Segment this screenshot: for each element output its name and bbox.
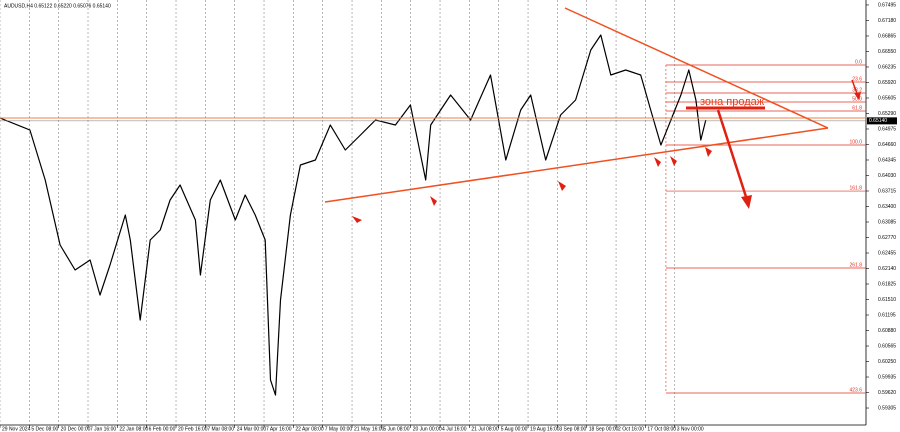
x-tick-label: 5 Jun 08:00 <box>383 426 409 432</box>
trend-line <box>564 7 829 129</box>
fib-label: 423.6 <box>849 387 862 393</box>
x-tick-label: 21 Jul 08:00 <box>471 426 498 432</box>
fib-label: 161.8 <box>849 185 862 191</box>
y-tick-label: 0.64030 <box>878 173 896 179</box>
y-tick-label: 0.67180 <box>878 18 896 24</box>
x-tick-label: 20 Jun 00:00 <box>413 426 442 432</box>
x-tick-label: 21 May 16:00 <box>354 426 385 432</box>
marker <box>705 147 712 157</box>
last-price-box <box>867 117 897 125</box>
x-tick-label: 17 Oct 08:00 <box>647 426 676 432</box>
y-tick-label: 0.61510 <box>878 297 896 303</box>
x-tick-label: 5 Aug 00:00 <box>501 426 528 432</box>
x-tick-label: 7 Apr 16:00 <box>266 426 292 432</box>
x-tick-label: 20 Dec 00:00 <box>61 426 91 432</box>
y-tick-label: 0.60565 <box>878 343 896 349</box>
x-tick-label: 18 Sep 00:00 <box>589 426 619 432</box>
y-tick-label: 0.60880 <box>878 328 896 334</box>
header: AUDUSD,H4 0.65122 0.65220 0.65076 0.6514… <box>4 3 111 9</box>
y-tick-label: 0.66865 <box>878 33 896 39</box>
marker <box>558 181 566 191</box>
marker <box>670 156 677 166</box>
y-tick-label: 0.66235 <box>878 64 896 70</box>
y-tick-label: 0.63400 <box>878 204 896 210</box>
annotations <box>0 7 866 209</box>
arrow-head <box>741 195 752 209</box>
grid <box>0 0 676 425</box>
x-tick-label: 22 Apr 08:00 <box>295 426 324 432</box>
x-tick-label: 22 Jan 08:00 <box>119 426 148 432</box>
x-tick-label: 3 Sep 08:00 <box>559 426 586 432</box>
x-tick-label: 20 Feb 16:00 <box>178 426 208 432</box>
x-tick-label: 3 Nov 00:00 <box>677 426 704 432</box>
y-tick-label: 0.63085 <box>878 219 896 225</box>
marker <box>654 157 661 167</box>
y-tick-label: 0.62455 <box>878 250 896 256</box>
marker <box>430 196 437 206</box>
y-tick-label: 0.59935 <box>878 374 896 380</box>
y-tick-label: 0.65290 <box>878 111 896 117</box>
y-tick-label: 0.59620 <box>878 390 896 396</box>
y-tick-label: 0.63715 <box>878 188 896 194</box>
fibonacci: 0.0 23.6 38.2 50.0 61.8 100.0 161.8 261.8 423.6 <box>665 59 866 394</box>
x-tick-label: 24 Mar 00:00 <box>237 426 267 432</box>
y-tick-label: 0.62140 <box>878 266 896 272</box>
x-tick-label: 7 Mar 08:00 <box>207 426 234 432</box>
zone-label: зона продаж <box>700 96 765 108</box>
arrow <box>716 109 750 204</box>
y-tick-label: 0.65605 <box>878 95 896 101</box>
y-tick-label: 0.59305 <box>878 405 896 411</box>
x-tick-label: 19 Aug 16:00 <box>530 426 560 432</box>
fib-label: 261.8 <box>849 262 862 268</box>
y-tick-label: 0.65920 <box>878 80 896 86</box>
x-tick-label: 29 Nov 2024 <box>2 426 31 432</box>
x-tick-label: 2 Oct 16:00 <box>618 426 644 432</box>
fib-label: 23.6 <box>852 76 862 82</box>
plot <box>0 34 707 396</box>
trend-line <box>324 127 829 203</box>
y-tick-label: 0.67495 <box>878 2 896 8</box>
fib-label: 38.2 <box>852 87 862 93</box>
x-tick-label: 4 Jul 16:00 <box>442 426 467 432</box>
x-tick-label: 6 Feb 00:00 <box>149 426 176 432</box>
fib-label: 50.0 <box>852 96 862 102</box>
fib-label: 0.0 <box>855 59 862 65</box>
marker <box>352 216 362 223</box>
y-tick-label: 0.60250 <box>878 359 896 365</box>
price-line <box>0 34 707 396</box>
markers <box>352 147 712 223</box>
y-tick-label: 0.66550 <box>878 49 896 55</box>
y-tick-label: 0.61195 <box>878 312 896 318</box>
x-tick-label: 7 May 00:00 <box>325 426 353 432</box>
last-price-label: 0.65140 <box>869 118 887 124</box>
fib-label: 61.8 <box>852 105 862 111</box>
y-tick-label: 0.62770 <box>878 235 896 241</box>
x-tick-label: 7 Jan 16:00 <box>90 426 116 432</box>
y-tick-label: 0.64345 <box>878 157 896 163</box>
y-tick-label: 0.61825 <box>878 281 896 287</box>
x-tick-label: 5 Dec 08:00 <box>31 426 58 432</box>
y-tick-label: 0.64975 <box>878 126 896 132</box>
fib-label: 100.0 <box>849 139 862 145</box>
y-tick-label: 0.64660 <box>878 142 896 148</box>
arrow-head <box>854 92 861 100</box>
